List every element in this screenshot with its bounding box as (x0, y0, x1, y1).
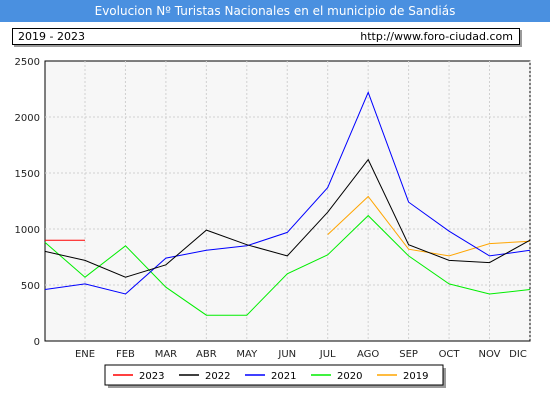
x-axis-ticks: ENE FEB MAR ABR MAY JUN JUL AGO SEP OCT NOV DIC (75, 349, 527, 360)
chart-title: Evolucion Nº Turistas Nacionales en el m… (0, 0, 550, 22)
x-tick-label: ABR (196, 349, 217, 360)
y-tick-label: 500 (21, 281, 40, 292)
x-tick-label: NOV (478, 349, 500, 360)
x-tick-label: FEB (116, 349, 135, 360)
x-tick-label: AGO (357, 349, 379, 360)
x-tick-label: MAY (236, 349, 258, 360)
grid-lines (45, 61, 531, 341)
x-tick-label: OCT (439, 349, 461, 360)
source-url: http://www.foro-ciudad.com (360, 30, 513, 43)
y-tick-label: 2500 (15, 57, 40, 68)
legend: 2023 2022 2021 2020 2019 (104, 364, 446, 388)
y-tick-label: 1000 (15, 225, 40, 236)
legend-label-2019: 2019 (403, 371, 428, 382)
x-tick-label: JUL (319, 349, 336, 360)
x-tick-label: MAR (155, 349, 177, 360)
period-label: 2019 - 2023 (18, 30, 85, 43)
info-box: 2019 - 2023 http://www.foro-ciudad.com (12, 28, 520, 45)
x-tick-label: DIC (509, 349, 527, 360)
y-tick-label: 2000 (15, 113, 40, 124)
y-tick-label: 0 (34, 337, 40, 348)
series-line-2020 (44, 214, 531, 316)
legend-box (104, 364, 444, 386)
series-line-2021 (44, 91, 531, 295)
series-lines (44, 91, 531, 316)
y-tick-label: 1500 (15, 169, 40, 180)
legend-label-2020: 2020 (337, 371, 362, 382)
x-tick-label: SEP (399, 349, 418, 360)
legend-label-2021: 2021 (271, 371, 296, 382)
legend-label-2022: 2022 (205, 371, 230, 382)
y-axis-ticks: 0 500 1000 1500 2000 2500 (15, 57, 40, 348)
series-line-2022 (44, 158, 531, 278)
x-tick-label: JUN (277, 349, 296, 360)
legend-label-2023: 2023 (139, 371, 164, 382)
x-tick-label: ENE (75, 349, 95, 360)
